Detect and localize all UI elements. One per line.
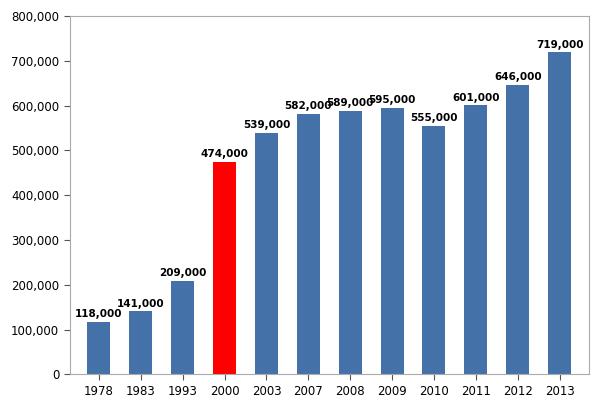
Text: 474,000: 474,000 [200,149,248,160]
Bar [213,162,236,375]
Bar [255,133,278,375]
Bar [88,321,110,375]
Bar [422,126,445,375]
Text: 141,000: 141,000 [117,299,164,309]
Text: 589,000: 589,000 [326,98,374,108]
Text: 209,000: 209,000 [159,268,206,278]
Text: 646,000: 646,000 [494,72,542,82]
Bar [380,108,404,375]
Bar [297,114,320,375]
Text: 555,000: 555,000 [410,113,458,123]
Text: 601,000: 601,000 [452,92,500,103]
Text: 539,000: 539,000 [243,120,290,130]
Bar [464,105,487,375]
Text: 595,000: 595,000 [368,95,416,105]
Bar [548,52,571,375]
Bar [171,281,194,375]
Text: 719,000: 719,000 [536,40,583,50]
Bar [338,110,362,375]
Text: 118,000: 118,000 [75,309,123,319]
Bar [506,85,529,375]
Text: 582,000: 582,000 [284,101,332,111]
Bar [130,311,152,375]
